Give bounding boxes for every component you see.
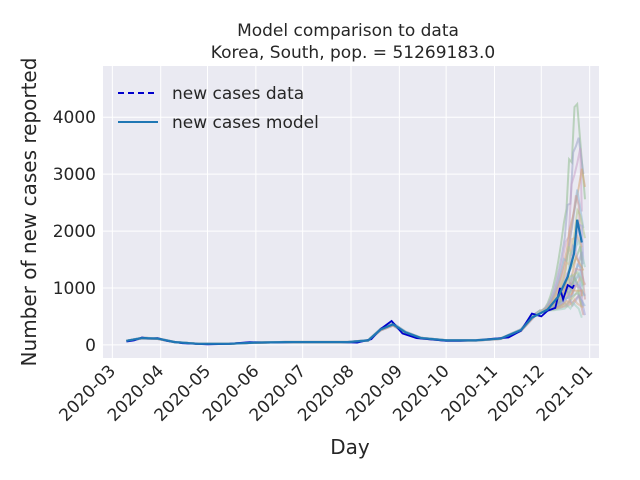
- model-series-line: [126, 219, 583, 345]
- y-axis-label: Number of new cases reported: [17, 58, 41, 367]
- grid-lines: [103, 66, 599, 358]
- y-tick-label: 0: [85, 336, 96, 356]
- chart-subtitle: Korea, South, pop. = 51269183.0: [211, 43, 495, 63]
- legend-label: new cases data: [172, 84, 304, 104]
- chart-title: Model comparison to data: [237, 21, 459, 41]
- x-tick-labels: 2020-032020-042020-052020-062020-072020-…: [56, 361, 598, 425]
- y-tick-label: 3000: [53, 165, 96, 185]
- y-tick-label: 2000: [53, 222, 96, 242]
- y-tick-label: 1000: [53, 279, 96, 299]
- y-tick-label: 4000: [53, 108, 96, 128]
- series-lines: [126, 219, 583, 346]
- y-tick-labels: 0 1000 2000 3000 4000: [53, 108, 96, 356]
- legend: new cases data new cases model: [118, 84, 319, 133]
- legend-label: new cases model: [172, 113, 319, 133]
- x-axis-label: Day: [330, 435, 370, 459]
